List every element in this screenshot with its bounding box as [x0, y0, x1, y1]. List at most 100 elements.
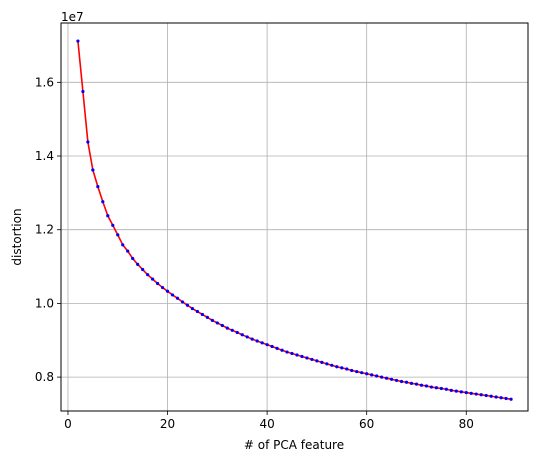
data-point	[409, 381, 414, 385]
data-point	[404, 380, 409, 384]
data-point	[260, 341, 264, 345]
data-point	[414, 382, 419, 386]
y-axis: 0.8 1.0 1.2 1.4 1.6	[35, 75, 61, 384]
grid-lines	[61, 23, 528, 411]
data-point	[350, 368, 354, 373]
data-point	[380, 375, 384, 379]
data-point	[151, 277, 155, 281]
data-point	[270, 344, 274, 349]
data-point	[509, 397, 513, 401]
data-point	[454, 389, 458, 393]
data-point	[285, 350, 289, 354]
series-line	[77, 40, 512, 401]
x-axis: 0 20 40 60 80	[64, 411, 474, 431]
data-point	[385, 376, 389, 380]
data-point	[101, 200, 105, 204]
data-point	[86, 140, 90, 144]
data-point	[190, 306, 195, 311]
data-point	[136, 262, 140, 266]
data-point	[459, 390, 463, 394]
data-point	[499, 396, 503, 400]
data-point	[504, 396, 508, 401]
x-tick-label: 40	[259, 417, 274, 431]
data-point	[250, 337, 254, 341]
data-point	[91, 168, 95, 172]
data-point	[305, 356, 309, 360]
data-point	[419, 383, 424, 387]
data-point	[375, 374, 379, 378]
data-point	[126, 249, 130, 253]
data-point	[96, 185, 100, 189]
data-point	[245, 335, 249, 339]
data-point	[449, 388, 453, 392]
data-point	[230, 328, 234, 332]
data-point	[280, 348, 284, 352]
data-point	[121, 243, 125, 247]
data-point	[240, 333, 244, 337]
data-series	[76, 39, 513, 401]
y-tick-label: 1.0	[35, 296, 54, 310]
data-point	[444, 387, 448, 391]
data-point	[155, 281, 160, 286]
x-tick-label: 60	[359, 417, 374, 431]
data-point	[464, 390, 468, 395]
data-point	[325, 362, 329, 366]
x-tick-label: 80	[459, 417, 474, 431]
data-point	[315, 359, 319, 363]
data-point	[180, 300, 185, 304]
data-point	[146, 273, 150, 277]
data-point	[360, 371, 364, 375]
data-point	[424, 384, 429, 388]
data-point	[205, 315, 209, 320]
y-tick-label: 1.6	[35, 75, 54, 89]
data-point	[111, 223, 115, 227]
data-point	[160, 285, 165, 290]
data-point	[399, 379, 404, 384]
x-axis-title: # of PCA feature	[244, 438, 344, 452]
data-point	[141, 267, 145, 272]
data-point	[225, 326, 229, 330]
data-point	[370, 373, 374, 377]
data-point	[131, 256, 135, 261]
data-point	[76, 39, 80, 43]
data-point	[389, 377, 394, 381]
data-point	[235, 330, 239, 335]
data-point	[320, 360, 324, 364]
y-tick-label: 0.8	[35, 370, 54, 384]
data-point	[210, 318, 214, 322]
data-point	[439, 386, 443, 391]
y-tick-label: 1.4	[35, 149, 54, 163]
data-point	[215, 321, 219, 325]
data-point	[479, 393, 483, 397]
data-point	[365, 372, 369, 376]
data-point	[484, 393, 488, 398]
data-point	[195, 309, 200, 314]
x-tick-label: 20	[160, 417, 175, 431]
x-tick-label: 0	[64, 417, 72, 431]
data-point	[300, 354, 304, 359]
data-point	[290, 351, 294, 356]
data-point	[185, 303, 190, 307]
data-point	[295, 353, 299, 357]
data-point	[474, 392, 478, 396]
data-point	[330, 363, 334, 367]
data-point	[265, 343, 269, 347]
data-point	[116, 233, 120, 237]
data-point	[165, 289, 170, 293]
data-point	[106, 214, 110, 218]
data-point	[310, 357, 314, 362]
data-point	[220, 323, 224, 328]
data-point	[345, 367, 349, 371]
data-point	[489, 394, 493, 398]
data-point	[429, 385, 434, 389]
data-point	[81, 89, 85, 94]
data-point	[170, 293, 175, 297]
data-point	[275, 346, 279, 350]
data-point	[434, 386, 438, 390]
data-point	[394, 378, 399, 383]
data-point	[200, 312, 204, 317]
data-point	[340, 366, 344, 370]
y-offset-label: 1e7	[61, 10, 84, 24]
